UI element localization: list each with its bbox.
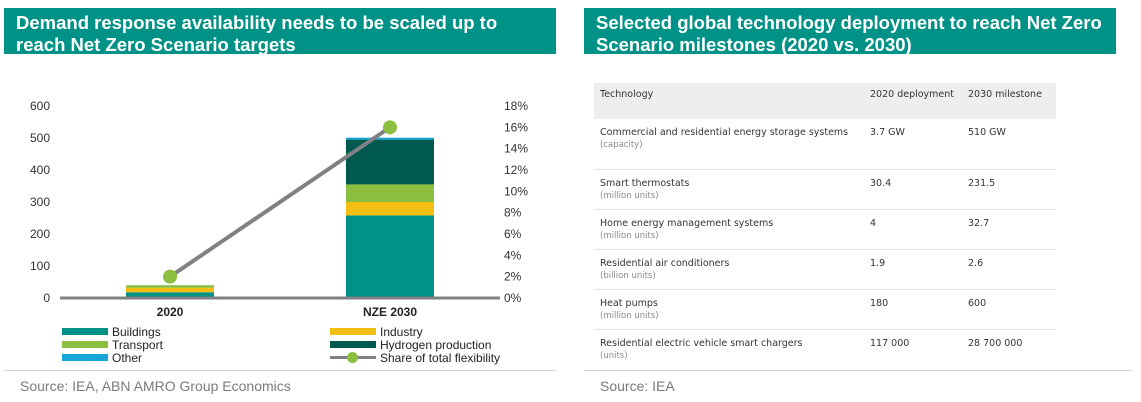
value-2030-cell: 231.5: [962, 169, 1056, 210]
value-2030-cell: 510 GW: [962, 119, 1056, 170]
right-axis-tick-label: 14%: [504, 142, 528, 156]
value-2030-cell: 32.7: [962, 209, 1056, 250]
value-2020-cell: 180: [864, 289, 962, 330]
left-panel-title: Demand response availability needs to be…: [4, 8, 556, 55]
table-header-row: Technology 2020 deployment 2030 mileston…: [594, 83, 1056, 119]
right-axis-tick-label: 8%: [504, 206, 522, 220]
demand-response-chart: 0 100 200 300 400 500 600 0% 2% 4% 6% 8% 10% 12% 14% 16…: [30, 99, 528, 319]
right-axis-tick-label: 2%: [504, 270, 522, 284]
legend-label-other: Other: [112, 350, 143, 365]
legend-swatch-transport: [62, 341, 108, 348]
legend-swatch-industry: [330, 328, 376, 335]
x-axis-category-label: NZE 2030: [363, 305, 417, 319]
bar-segment-buildings: [346, 215, 434, 298]
deployment-table: Technology 2020 deployment 2030 mileston…: [594, 83, 1056, 369]
legend-swatch-other: [62, 354, 108, 361]
left-axis-tick-label: 400: [30, 163, 50, 177]
table-row: Commercial and residential energy storag…: [594, 119, 1056, 170]
value-2030-cell: 600: [962, 289, 1056, 330]
bar-segment-buildings: [126, 292, 214, 298]
left-axis-tick-label: 300: [30, 195, 50, 209]
legend-item-buildings: Buildings: [62, 324, 161, 339]
technology-name: Residential air conditioners: [600, 257, 730, 269]
legend-swatch-buildings: [62, 328, 108, 335]
left-axis-tick-label: 200: [30, 227, 50, 241]
bar-segment-industry: [346, 202, 434, 216]
technology-name: Home energy management systems: [600, 217, 774, 229]
bar-segment-other: [346, 137, 434, 140]
table-row: Heat pumps (million units) 180 600: [594, 289, 1056, 330]
value-2020-cell: 3.7 GW: [864, 119, 962, 170]
value-2030-cell: 2.6: [962, 249, 1056, 290]
left-panel-divider: [4, 370, 556, 371]
legend-swatch-share: [330, 351, 376, 364]
share-point: [383, 120, 397, 135]
right-panel-title: Selected global technology deployment to…: [584, 8, 1116, 55]
legend-label-industry: Industry: [380, 324, 423, 339]
technology-cell: Smart thermostats (million units): [594, 169, 864, 210]
left-axis-tick-label: 0: [43, 291, 50, 305]
right-axis-tick-label: 6%: [504, 227, 522, 241]
value-2020-cell: 1.9: [864, 249, 962, 290]
right-axis-tick-label: 12%: [504, 163, 528, 177]
legend-item-other: Other: [62, 350, 143, 365]
legend-label-share: Share of total flexibility: [380, 350, 501, 365]
technology-unit: (million units): [600, 230, 659, 241]
right-panel-divider: [584, 370, 1132, 371]
technology-cell: Residential air conditioners (billion uni…: [594, 249, 864, 290]
technology-unit: (capacity): [600, 140, 643, 150]
legend-swatch-hydrogen: [330, 341, 376, 348]
legend-item-industry: Industry: [330, 324, 423, 339]
technology-cell: Residential electric vehicle smart charg…: [594, 329, 864, 369]
technology-unit: (billion units): [600, 270, 656, 281]
left-axis-tick-label: 500: [30, 131, 50, 145]
technology-cell: Commercial and residential energy storag…: [594, 119, 864, 170]
right-axis-tick-label: 0%: [504, 291, 522, 305]
technology-cell: Heat pumps (million units): [594, 289, 864, 330]
legend-item-share: Share of total flexibility: [330, 350, 501, 365]
header-2020-deployment: 2020 deployment: [870, 89, 955, 100]
value-2030-cell: 28 700 000: [968, 337, 1023, 349]
table-row: Smart thermostats (million units) 30.4 23…: [594, 169, 1056, 210]
value-2020-cell: 117 000: [870, 337, 910, 349]
legend-label-hydrogen: Hydrogen production: [380, 337, 492, 352]
technology-unit: (million units): [600, 190, 659, 201]
table-row: Home energy management systems (million u…: [594, 209, 1056, 250]
right-axis-tick-label: 4%: [504, 248, 522, 262]
legend-label-buildings: Buildings: [112, 324, 161, 339]
technology-name: Commercial and residential energy storag…: [600, 127, 849, 138]
left-source-note: Source: IEA, ABN AMRO Group Economics: [20, 378, 291, 394]
right-source-note: Source: IEA: [600, 378, 675, 394]
value-2020-cell: 30.4: [864, 169, 962, 210]
right-axis-tick-label: 16%: [504, 120, 528, 134]
technology-unit: (units): [600, 350, 628, 361]
technology-name: Heat pumps: [600, 297, 658, 309]
share-point: [163, 269, 177, 284]
left-axis-tick-label: 600: [30, 99, 50, 113]
technology-cell: Home energy management systems (million u…: [594, 209, 864, 250]
table-row: Residential air conditioners (billion uni…: [594, 249, 1056, 290]
bar-segment-transport: [346, 184, 434, 202]
legend-label-transport: Transport: [112, 337, 163, 352]
header-technology: Technology: [600, 89, 654, 100]
technology-name: Residential electric vehicle smart charg…: [600, 337, 803, 349]
bar-segment-industry: [126, 287, 214, 293]
technology-name: Smart thermostats: [600, 177, 690, 189]
legend-item-hydrogen: Hydrogen production: [330, 337, 492, 352]
value-2020-cell: 4: [864, 209, 962, 250]
technology-unit: (million units): [600, 310, 659, 321]
x-axis-category-label: 2020: [157, 305, 184, 319]
right-axis-tick-label: 18%: [504, 99, 528, 113]
left-axis-tick-label: 100: [30, 259, 50, 273]
table-row: Residential electric vehicle smart charg…: [594, 329, 1056, 369]
right-axis-tick-label: 10%: [504, 184, 528, 198]
bar-segment-transport: [126, 285, 214, 288]
share-line: [168, 125, 392, 279]
legend-item-transport: Transport: [62, 337, 163, 352]
header-2030-milestone: 2030 milestone: [968, 89, 1042, 100]
